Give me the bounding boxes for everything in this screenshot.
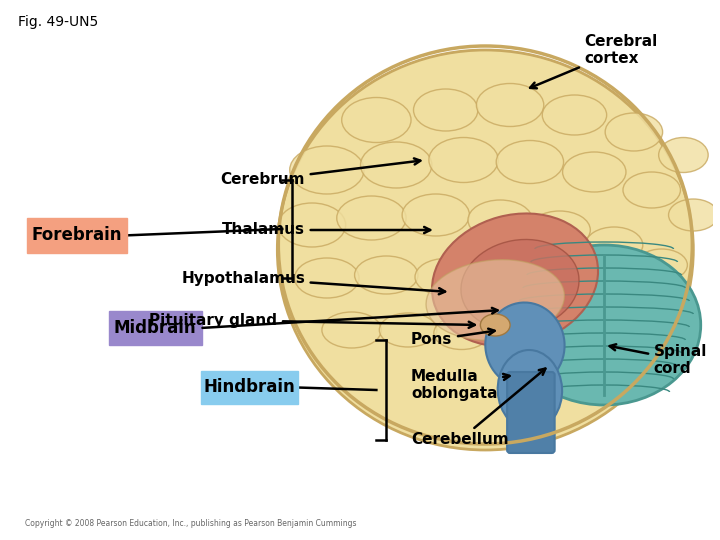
Text: Copyright © 2008 Pearson Education, Inc., publishing as Pearson Benjamin Cumming: Copyright © 2008 Pearson Education, Inc.… (24, 519, 356, 528)
Ellipse shape (485, 302, 564, 388)
Ellipse shape (496, 140, 564, 184)
Ellipse shape (342, 98, 411, 143)
Ellipse shape (669, 199, 718, 231)
Text: Forebrain: Forebrain (32, 226, 122, 245)
Text: Hindbrain: Hindbrain (204, 379, 295, 396)
FancyBboxPatch shape (202, 370, 298, 404)
Ellipse shape (606, 113, 662, 151)
Text: Cerebral
cortex: Cerebral cortex (530, 34, 657, 89)
Ellipse shape (415, 259, 477, 295)
Ellipse shape (636, 249, 688, 281)
Ellipse shape (585, 227, 643, 263)
Ellipse shape (475, 264, 535, 300)
Ellipse shape (322, 312, 382, 348)
Text: Medulla
oblongata: Medulla oblongata (411, 369, 510, 401)
FancyBboxPatch shape (109, 311, 202, 345)
Ellipse shape (468, 200, 532, 240)
Text: Fig. 49-UN5: Fig. 49-UN5 (18, 15, 98, 29)
Ellipse shape (542, 95, 607, 135)
Ellipse shape (429, 138, 498, 183)
Text: Hypothalamus: Hypothalamus (181, 271, 445, 294)
Ellipse shape (659, 138, 708, 172)
Ellipse shape (562, 152, 626, 192)
Ellipse shape (402, 194, 469, 236)
Ellipse shape (432, 213, 598, 347)
Ellipse shape (279, 203, 346, 247)
FancyBboxPatch shape (507, 372, 554, 453)
Ellipse shape (337, 196, 406, 240)
Ellipse shape (354, 256, 418, 294)
Ellipse shape (361, 142, 432, 188)
Ellipse shape (623, 172, 680, 208)
Ellipse shape (533, 275, 588, 309)
Ellipse shape (480, 314, 510, 336)
Ellipse shape (498, 350, 562, 430)
Ellipse shape (508, 245, 701, 405)
Ellipse shape (426, 260, 564, 340)
Ellipse shape (461, 239, 579, 330)
Text: Thalamus: Thalamus (222, 222, 431, 238)
Ellipse shape (294, 258, 359, 298)
Text: Pons: Pons (411, 329, 495, 348)
Ellipse shape (379, 313, 437, 347)
Text: Midbrain: Midbrain (114, 319, 197, 337)
FancyBboxPatch shape (27, 218, 127, 253)
Ellipse shape (289, 146, 364, 194)
Text: Cerebrum: Cerebrum (220, 158, 420, 187)
Ellipse shape (477, 84, 544, 126)
Ellipse shape (277, 50, 693, 450)
Text: Pituitary gland: Pituitary gland (149, 313, 474, 328)
Ellipse shape (413, 89, 478, 131)
Text: Spinal
cord: Spinal cord (610, 344, 707, 376)
Text: Cerebellum: Cerebellum (411, 369, 546, 448)
Ellipse shape (529, 211, 590, 249)
Ellipse shape (434, 316, 490, 349)
